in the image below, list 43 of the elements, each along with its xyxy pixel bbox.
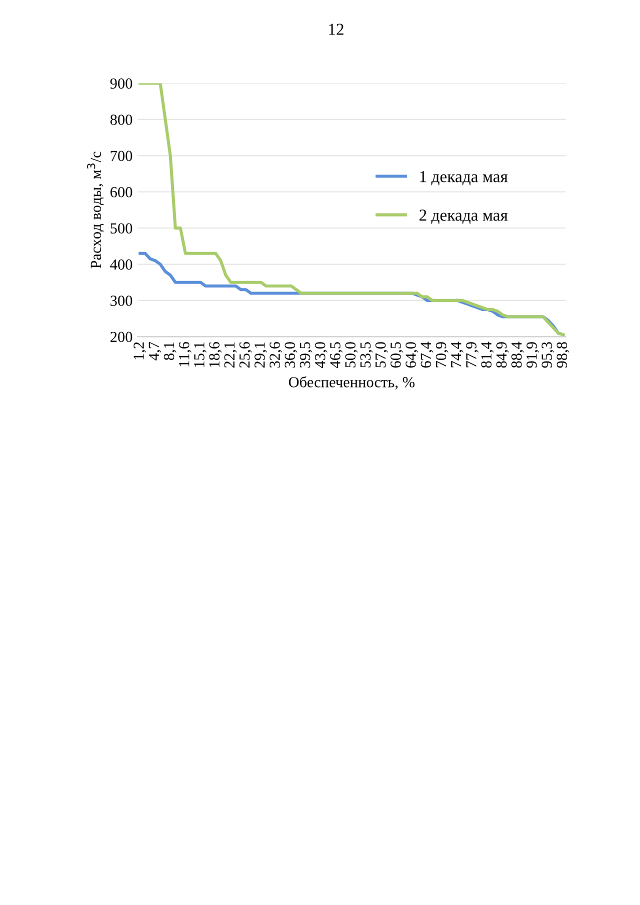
x-tick-label: 84,9 — [496, 342, 509, 368]
y-tick-label: 900 — [110, 78, 132, 89]
y-tick-label: 700 — [110, 150, 132, 162]
x-tick-label: 88,4 — [511, 342, 524, 368]
line-series — [138, 83, 565, 336]
x-tick-label: 98,8 — [556, 342, 570, 368]
x-tick-label: 70,9 — [436, 342, 448, 368]
y-tick-label: 600 — [110, 187, 132, 198]
legend-label: 2 декада мая — [420, 210, 508, 224]
x-axis-title: Обеспеченность, % — [288, 376, 415, 390]
x-tick-label: 67,4 — [420, 342, 434, 368]
x-tick-label: 39,5 — [300, 342, 312, 368]
y-tick-label: 500 — [110, 223, 132, 234]
x-tick-label: 60,5 — [390, 342, 404, 368]
x-tick-label: 25,6 — [239, 342, 252, 368]
x-tick-label: 36,0 — [284, 342, 298, 368]
x-tick-label: 18,6 — [209, 342, 222, 367]
x-tick-label: 57,0 — [375, 342, 388, 368]
x-tick-label: 95,3 — [542, 342, 554, 368]
text: 12 — [329, 24, 344, 35]
x-tick-label: 43,0 — [314, 342, 328, 368]
x-tick-label: 32,6 — [270, 342, 282, 368]
y-tick-label: 400 — [110, 259, 132, 270]
x-tick-label: 81,4 — [481, 342, 494, 368]
y-tick-label: 300 — [110, 296, 132, 306]
x-tick-label: 8,1 — [164, 342, 176, 360]
x-tick-label: 22,1 — [224, 342, 237, 368]
x-tick-label: 91,9 — [526, 342, 540, 368]
x-tick-label: 29,1 — [254, 342, 268, 368]
x-tick-label: 4,7 — [148, 342, 162, 360]
x-tick-label: 15,1 — [194, 342, 207, 367]
x-tick-label: 53,5 — [360, 342, 373, 368]
y-tick-label: 200 — [110, 332, 132, 342]
x-tick-label: 64,0 — [406, 342, 418, 368]
x-tick-label: 50,0 — [345, 342, 358, 368]
y-tick-label: 800 — [110, 114, 132, 125]
x-tick-label: 1,2 — [134, 342, 146, 360]
x-tick-label: 11,6 — [179, 342, 192, 366]
x-tick-label: 74,4 — [451, 342, 464, 368]
x-tick-label: 77,9 — [466, 342, 479, 368]
x-tick-label: 46,5 — [330, 342, 343, 368]
legend-label: 1 декада мая — [420, 171, 508, 186]
y-axis-title: Расход воды, м$^{3}$/с — [87, 152, 104, 268]
